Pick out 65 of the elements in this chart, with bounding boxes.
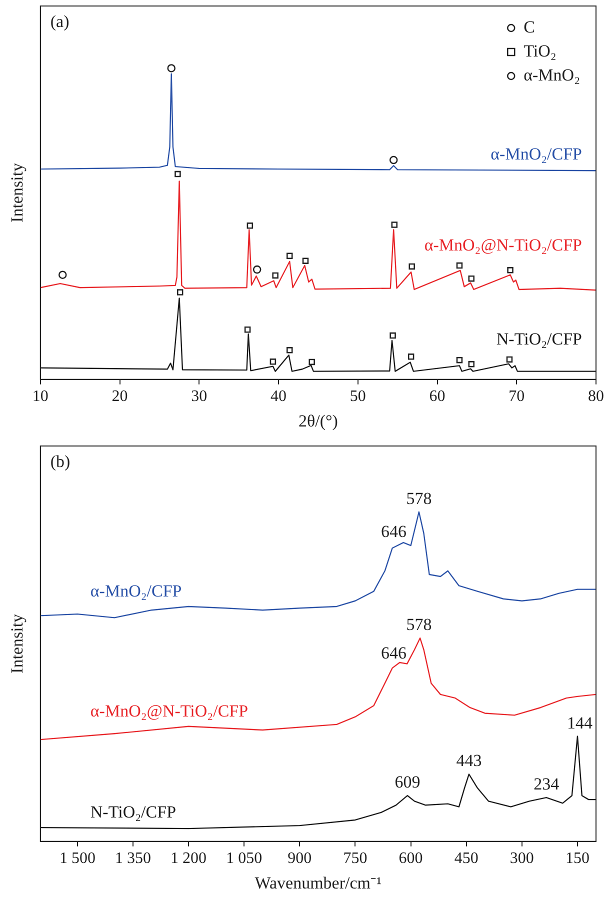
point — [408, 263, 415, 270]
point — [468, 361, 475, 368]
y-axis-title: Intensity — [8, 613, 27, 674]
x-tick-label: 450 — [454, 850, 478, 868]
point — [246, 222, 254, 229]
point — [456, 356, 463, 364]
text: (b) — [50, 452, 70, 471]
x-tick-label: 10 — [32, 388, 48, 406]
annotation: 443 — [456, 751, 482, 770]
annotation: 234 — [534, 774, 560, 794]
point — [270, 358, 276, 365]
x-tick-label: 1 050 — [226, 850, 262, 868]
annotation: 578 — [406, 488, 432, 508]
point — [391, 222, 398, 228]
point — [302, 258, 309, 264]
annotation: 578 — [406, 615, 432, 634]
x-tick-label: 750 — [343, 850, 368, 868]
x-tick-label: 1 350 — [115, 850, 151, 868]
annotation: 609 — [394, 772, 420, 792]
point — [308, 358, 315, 366]
point — [174, 170, 181, 178]
x-tick-label: 600 — [398, 850, 423, 868]
annotation: 144 — [566, 713, 593, 732]
annotation: 646 — [381, 522, 407, 541]
point — [58, 270, 67, 279]
y-axis-title: Intensity — [8, 162, 27, 222]
x-tick-label: 30 — [191, 388, 208, 406]
series-label: α-MnO₂/CFP — [90, 581, 182, 600]
legend-label: TiO₂ — [524, 41, 556, 60]
x-tick-label: 40 — [270, 388, 287, 406]
x-axis-title: Wavenumber/cm⁻¹ — [254, 873, 382, 892]
point — [390, 332, 396, 339]
point — [286, 252, 293, 259]
point — [272, 272, 278, 279]
x-tick-label: 1 200 — [170, 850, 207, 868]
point — [408, 354, 414, 360]
point — [167, 64, 176, 72]
legend-label: α-MnO₂ — [524, 65, 580, 84]
x-tick-label: 150 — [565, 850, 590, 868]
x-tick-label: 80 — [588, 388, 604, 406]
point — [252, 265, 262, 274]
x-tick-label: 900 — [288, 850, 312, 868]
series-label: N-TiO₂/CFP — [496, 329, 582, 348]
point — [507, 267, 514, 274]
x-axis-title: 2θ/(°) — [298, 411, 338, 430]
point — [506, 356, 513, 363]
series-label: α-MnO₂@N-TiO₂/CFP — [424, 235, 582, 254]
x-tick-label: 20 — [112, 388, 128, 406]
point — [286, 347, 293, 354]
legend-label: C — [524, 17, 535, 36]
x-tick-label: 60 — [429, 388, 446, 406]
point — [468, 275, 475, 282]
point — [456, 262, 463, 269]
text: (a) — [50, 12, 70, 31]
x-tick-label: 70 — [508, 388, 525, 406]
point — [389, 156, 398, 164]
series-label: α-MnO₂/CFP — [490, 144, 582, 164]
x-tick-label: 1 500 — [59, 850, 96, 868]
series-label: N-TiO₂/CFP — [90, 802, 176, 822]
point — [176, 289, 184, 296]
x-tick-label: 300 — [510, 850, 534, 868]
series-label: α-MnO₂@N-TiO₂/CFP — [90, 701, 248, 720]
x-tick-label: 50 — [350, 388, 366, 406]
annotation: 646 — [381, 644, 407, 663]
point — [244, 326, 251, 333]
